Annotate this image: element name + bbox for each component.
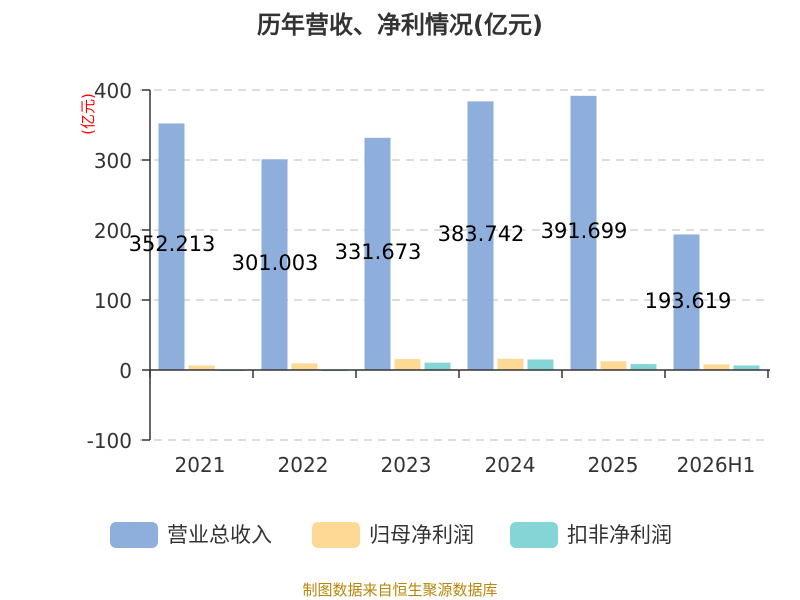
legend-swatch-revenue[interactable] <box>110 522 158 548</box>
data-label: 331.673 <box>335 240 422 264</box>
y-tick-label: 300 <box>94 149 132 173</box>
legend-label-deducted-profit[interactable]: 扣非净利润 <box>567 523 672 547</box>
x-tick-label: 2024 <box>485 453 536 477</box>
revenue-bar <box>364 137 391 370</box>
axes <box>142 89 770 441</box>
x-axis-ticks: 2021 2022 2023 2024 2025 2026H1 <box>175 453 756 477</box>
revenue-bar <box>261 159 288 370</box>
data-labels: 352.213 301.003 331.673 383.742 391.699 … <box>129 219 732 313</box>
legend-label-net-profit[interactable]: 归母净利润 <box>369 523 474 547</box>
data-label: 391.699 <box>541 219 628 243</box>
y-tick-label: 100 <box>94 289 132 313</box>
legend: 营业总收入 归母净利润 扣非净利润 <box>110 522 672 548</box>
legend-label-revenue[interactable]: 营业总收入 <box>167 523 272 547</box>
x-tick-label: 2022 <box>278 453 329 477</box>
data-label: 383.742 <box>438 222 525 246</box>
net-profit-bar <box>394 359 421 370</box>
deducted-profit-bar <box>630 364 657 370</box>
y-tick-label: 400 <box>94 79 132 103</box>
deducted-profit-bar <box>527 359 554 370</box>
revenue-bar <box>570 95 597 370</box>
net-profit-bar <box>188 365 215 370</box>
x-tick-label: 2021 <box>175 453 226 477</box>
y-axis-ticks: 400 300 200 100 0 -100 <box>87 79 132 453</box>
x-tick-label: 2026H1 <box>677 453 756 477</box>
data-label: 352.213 <box>129 232 216 256</box>
legend-swatch-net-profit[interactable] <box>312 522 360 548</box>
deducted-profit-bar <box>733 365 760 370</box>
net-profit-bar <box>291 363 318 370</box>
net-profit-bar <box>497 358 524 370</box>
revenue-bar <box>467 101 494 370</box>
bars <box>158 95 760 372</box>
source-note: 制图数据来自恒生聚源数据库 <box>302 581 497 599</box>
y-axis-unit-label: (亿元) <box>79 93 97 135</box>
data-label: 193.619 <box>645 289 732 313</box>
revenue-bar <box>673 234 700 370</box>
y-tick-label: 200 <box>94 219 132 243</box>
net-profit-bar <box>600 361 627 370</box>
deducted-profit-bar <box>424 362 451 370</box>
net-profit-bar <box>703 364 730 370</box>
chart-title: 历年营收、净利情况(亿元) <box>257 11 543 39</box>
x-tick-label: 2025 <box>588 453 639 477</box>
x-tick-label: 2023 <box>381 453 432 477</box>
y-tick-label: -100 <box>87 429 132 453</box>
revenue-bar <box>158 123 185 370</box>
grid-lines <box>140 89 768 441</box>
legend-swatch-deducted-profit[interactable] <box>510 522 558 548</box>
data-label: 301.003 <box>232 251 319 275</box>
y-tick-label: 0 <box>119 359 132 383</box>
